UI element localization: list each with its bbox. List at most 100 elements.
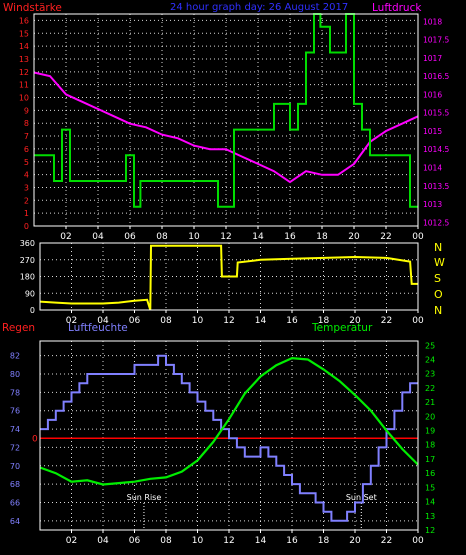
temperature-tick-label: 17 [425, 455, 435, 464]
pressure-tick-label: 1016 [423, 90, 442, 99]
x-tick-label: 18 [318, 316, 330, 326]
pressure-tick-label: 1015.5 [423, 109, 449, 118]
x-tick-label: 18 [316, 232, 328, 242]
x-tick-label: 22 [381, 536, 392, 546]
humidity-tick-label: 80 [10, 370, 20, 379]
pressure-tick-label: 1013 [423, 200, 442, 209]
compass-s: S [434, 272, 441, 285]
temperature-tick-label: 23 [425, 370, 435, 379]
wind-tick-label: 8 [24, 119, 29, 128]
humidity-tick-label: 72 [10, 443, 20, 452]
x-tick-label: 12 [220, 232, 231, 242]
humidity-tick-label: 74 [10, 425, 20, 434]
temperature-tick-label: 12 [425, 526, 435, 535]
x-tick-label: 14 [255, 536, 267, 546]
temperature-tick-label: 13 [425, 512, 435, 521]
x-tick-label: 12 [223, 536, 234, 546]
wind-tick-label: 16 [19, 16, 29, 25]
x-tick-label: 00 [412, 536, 424, 546]
wind-tick-label: 13 [19, 55, 29, 64]
compass-w: W [434, 256, 445, 269]
temperature-tick-label: 20 [425, 412, 435, 421]
rain-zero-label: 0 [32, 434, 38, 444]
pressure-tick-label: 1017.5 [423, 36, 449, 45]
wind-tick-label: 11 [19, 81, 29, 90]
humidity-tick-label: 70 [10, 462, 20, 471]
compass-o: O [434, 288, 443, 301]
x-tick-label: 12 [223, 316, 234, 326]
wind-tick-label: 5 [24, 158, 29, 167]
wind-tick-label: 10 [19, 94, 29, 103]
compass-n-top: N [434, 241, 442, 254]
x-tick-label: 16 [284, 232, 296, 242]
humidity-ticks: 82 80 78 76 74 72 70 68 66 64 [10, 352, 20, 526]
x-tick-label: 08 [156, 232, 168, 242]
x-tick-label: 04 [97, 316, 109, 326]
x-tick-label: 22 [381, 316, 392, 326]
pressure-tick-label: 1017 [423, 54, 442, 63]
pressure-tick-label: 1015 [423, 127, 442, 136]
x-tick-label: 02 [66, 316, 77, 326]
x-tick-label: 14 [255, 316, 267, 326]
wind-tick-label: 14 [19, 42, 29, 51]
x-tick-label: 08 [160, 536, 172, 546]
x-tick-label: 18 [318, 536, 330, 546]
temperature-ticks: 25 24 23 22 21 20 19 18 17 16 15 14 13 12 [425, 341, 435, 535]
x-tick-label: 10 [192, 536, 204, 546]
x-tick-label: 16 [286, 316, 298, 326]
temperature-tick-label: 22 [425, 384, 435, 393]
direction-tick-label: 0 [30, 306, 35, 315]
direction-x-ticks: 02 04 06 08 10 12 14 16 18 20 22 00 [66, 310, 424, 326]
x-tick-label: 06 [129, 536, 141, 546]
wind-tick-label: 3 [24, 183, 29, 192]
humidity-temperature-panel: 82 80 78 76 74 72 70 68 66 64 25 24 23 22 21 20 19 18 17 1… [10, 340, 435, 546]
humidity-tick-label: 82 [10, 352, 20, 361]
wind-pressure-x-ticks: 02 04 06 08 10 12 14 16 18 20 22 00 [60, 226, 424, 242]
pressure-tick-label: 1013.5 [423, 182, 449, 191]
pressure-axis-title: Luftdruck [372, 2, 422, 14]
x-tick-label: 20 [349, 316, 361, 326]
x-tick-label: 10 [188, 232, 200, 242]
pressure-tick-label: 1014 [423, 164, 442, 173]
x-tick-label: 14 [252, 232, 264, 242]
temperature-tick-label: 25 [425, 341, 435, 350]
x-tick-label: 10 [192, 316, 204, 326]
wind-pressure-frame [33, 13, 419, 227]
humidity-line [40, 354, 418, 522]
wind-tick-label: 9 [24, 106, 29, 115]
sun-annotations: Sun Rise Sun Set [127, 493, 377, 530]
temperature-line [39, 356, 419, 486]
x-tick-label: 06 [124, 232, 136, 242]
x-tick-label: 08 [160, 316, 172, 326]
x-tick-label: 04 [92, 232, 104, 242]
sun-marker-label: Sun Set [346, 493, 377, 502]
x-tick-label: 00 [412, 316, 424, 326]
direction-ticks: 0 90 180 270 360 [20, 239, 35, 315]
wind-tick-label: 4 [24, 171, 29, 180]
direction-frame [39, 242, 419, 311]
wind-tick-label: 1 [24, 209, 29, 218]
x-tick-label: 04 [97, 536, 109, 546]
temperature-tick-label: 19 [425, 427, 435, 436]
humidity-tick-label: 68 [10, 480, 20, 489]
wind-tick-label: 0 [24, 222, 29, 231]
x-tick-label: 02 [66, 536, 77, 546]
pressure-tick-label: 1012.5 [423, 218, 449, 227]
temperature-tick-label: 15 [425, 483, 435, 492]
x-tick-label: 00 [412, 232, 424, 242]
temperature-axis-title: Temperatur [311, 322, 373, 334]
wind-tick-label: 15 [19, 29, 29, 38]
wind-tick-label: 7 [24, 132, 29, 141]
x-tick-label: 22 [380, 232, 391, 242]
direction-panel: 0 90 180 270 360 02 04 06 08 10 12 14 16 18 20 22 00 N … [20, 239, 445, 326]
pressure-line [33, 71, 419, 184]
x-tick-label: 20 [349, 536, 361, 546]
wind-axis-title: Windstärke [3, 2, 62, 14]
wind-tick-label: 12 [19, 68, 29, 77]
humidity-tick-label: 76 [10, 407, 20, 416]
direction-tick-label: 360 [20, 239, 35, 248]
temperature-tick-label: 14 [425, 498, 435, 507]
temperature-tick-label: 16 [425, 469, 435, 478]
temperature-tick-label: 21 [425, 398, 435, 407]
direction-tick-label: 180 [20, 273, 35, 282]
